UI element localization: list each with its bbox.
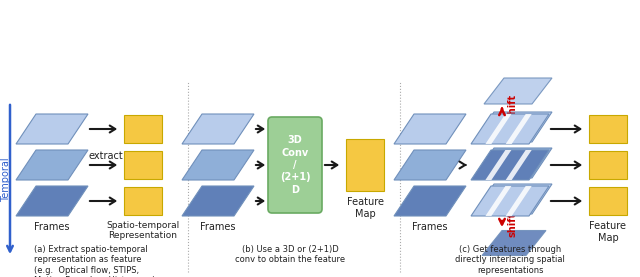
Polygon shape (394, 114, 466, 144)
Text: Temporal: Temporal (1, 158, 11, 202)
Polygon shape (182, 114, 254, 144)
Polygon shape (182, 186, 254, 216)
Text: Spatio-temporal
Representation: Spatio-temporal Representation (106, 221, 180, 240)
Bar (589, 115, 627, 143)
Polygon shape (16, 150, 88, 180)
Text: shift: shift (507, 211, 517, 237)
Polygon shape (506, 150, 532, 180)
Text: Frames: Frames (35, 222, 70, 232)
Text: Frames: Frames (200, 222, 236, 232)
Polygon shape (485, 150, 511, 180)
Bar (589, 187, 627, 215)
Polygon shape (474, 148, 552, 178)
Polygon shape (394, 150, 466, 180)
Polygon shape (16, 114, 88, 144)
Polygon shape (394, 186, 466, 216)
Text: shift: shift (507, 93, 517, 119)
Polygon shape (471, 150, 549, 180)
Bar (124, 187, 162, 215)
Text: extract: extract (88, 151, 124, 161)
FancyBboxPatch shape (268, 117, 322, 213)
Polygon shape (182, 150, 254, 180)
Polygon shape (471, 186, 549, 216)
Polygon shape (16, 186, 88, 216)
Text: Frames: Frames (412, 222, 448, 232)
Text: (c) Get features through
directly interlacing spatial
representations: (c) Get features through directly interl… (455, 245, 565, 275)
Polygon shape (474, 184, 552, 214)
Bar (124, 151, 162, 179)
Polygon shape (485, 186, 511, 216)
Text: 3D
Conv
/
(2+1)
D: 3D Conv / (2+1) D (280, 135, 310, 195)
Polygon shape (506, 114, 532, 144)
Text: Feature
Map: Feature Map (589, 221, 627, 243)
Polygon shape (474, 112, 552, 142)
Text: (a) Extract spatio-temporal
representation as feature
(e.g.  Optical flow, STIPS: (a) Extract spatio-temporal representati… (35, 245, 156, 277)
Polygon shape (506, 186, 532, 216)
Bar (346, 139, 384, 191)
Bar (124, 115, 162, 143)
Text: Feature
Map: Feature Map (346, 197, 383, 219)
Polygon shape (471, 114, 549, 144)
Bar (589, 151, 627, 179)
Polygon shape (485, 114, 511, 144)
Polygon shape (482, 230, 546, 255)
Text: (b) Use a 3D or (2+1)D
conv to obtain the feature: (b) Use a 3D or (2+1)D conv to obtain th… (235, 245, 345, 265)
Polygon shape (484, 78, 552, 104)
